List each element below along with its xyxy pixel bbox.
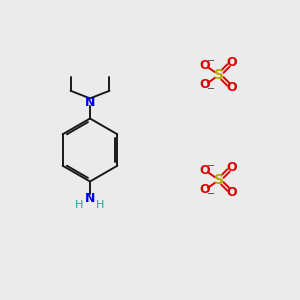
- Text: N: N: [85, 95, 95, 109]
- Text: O: O: [226, 186, 237, 199]
- Text: O: O: [226, 81, 237, 94]
- Text: O: O: [200, 79, 210, 92]
- Text: −: −: [207, 85, 215, 94]
- Text: O: O: [200, 164, 210, 176]
- Text: O: O: [200, 184, 210, 196]
- Text: S: S: [214, 68, 224, 82]
- Text: O: O: [226, 161, 237, 174]
- Text: H: H: [75, 200, 84, 210]
- Text: −: −: [207, 160, 215, 170]
- Text: O: O: [226, 56, 237, 69]
- Text: −: −: [207, 190, 215, 200]
- Text: −: −: [207, 56, 215, 65]
- Text: S: S: [214, 173, 224, 187]
- Text: O: O: [200, 58, 210, 71]
- Text: N: N: [85, 191, 95, 205]
- Text: H: H: [96, 200, 105, 210]
